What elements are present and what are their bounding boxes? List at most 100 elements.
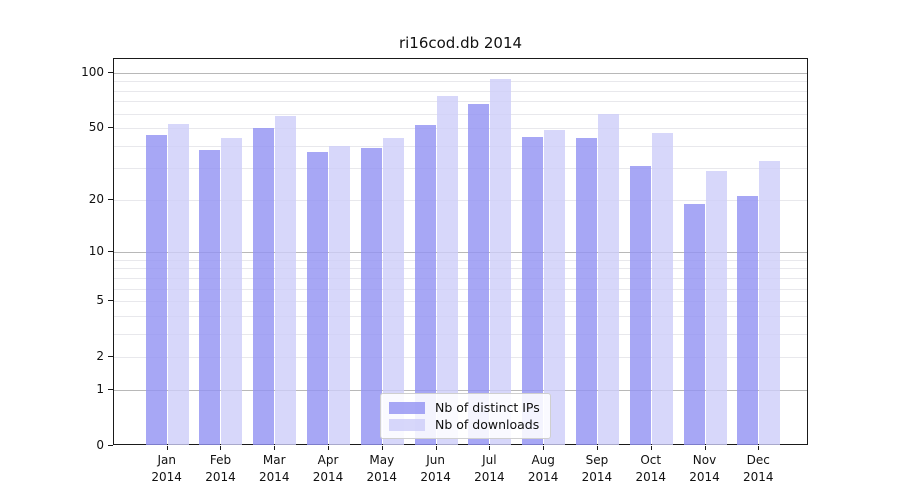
month-label: Jan bbox=[157, 453, 176, 467]
minor-gridline bbox=[114, 268, 807, 270]
month-label: Dec bbox=[746, 453, 770, 467]
bar-distinct-ips bbox=[575, 138, 597, 445]
bar-distinct-ips bbox=[253, 128, 275, 445]
month-label: May bbox=[369, 453, 395, 467]
minor-gridline bbox=[114, 333, 807, 335]
month-label: Aug bbox=[531, 453, 555, 467]
plot-area bbox=[113, 58, 808, 445]
y-tick-mark bbox=[108, 251, 113, 253]
year-label: 2014 bbox=[258, 470, 290, 484]
bar-downloads bbox=[221, 138, 243, 445]
month-label: Apr bbox=[317, 453, 339, 467]
year-label: 2014 bbox=[581, 470, 613, 484]
year-label: 2014 bbox=[689, 470, 720, 484]
bar-downloads bbox=[275, 116, 297, 445]
x-tick-mark bbox=[274, 446, 276, 450]
bar-distinct-ips bbox=[145, 134, 167, 445]
y-tick-label: 1 bbox=[96, 381, 104, 396]
chart-title: ri16cod.db 2014 bbox=[398, 34, 523, 52]
legend-entry: Nb of downloads bbox=[389, 416, 540, 433]
bar-downloads bbox=[436, 95, 458, 445]
bar-downloads bbox=[544, 129, 566, 445]
bar-downloads bbox=[597, 113, 619, 445]
x-tick-label: Apr 2014 bbox=[298, 452, 358, 486]
y-tick-label: 2 bbox=[96, 349, 104, 364]
minor-gridline bbox=[114, 301, 807, 303]
month-label: Jun bbox=[426, 453, 445, 467]
x-tick-label: Mar 2014 bbox=[244, 452, 304, 486]
legend-swatch bbox=[389, 418, 425, 431]
bar-distinct-ips bbox=[683, 203, 705, 445]
year-label: 2014 bbox=[312, 470, 344, 484]
x-tick-label: Aug 2014 bbox=[513, 452, 573, 486]
x-tick-mark bbox=[596, 446, 598, 450]
bar-distinct-ips bbox=[360, 147, 382, 445]
minor-gridline bbox=[114, 128, 807, 130]
x-tick-mark bbox=[381, 446, 383, 450]
y-tick-mark bbox=[108, 71, 113, 73]
major-gridline bbox=[114, 389, 807, 391]
bar-downloads bbox=[759, 160, 781, 445]
bar-distinct-ips bbox=[414, 125, 436, 445]
legend: Nb of distinct IPs Nb of downloads bbox=[380, 393, 551, 439]
bar-distinct-ips bbox=[199, 149, 221, 445]
minor-gridline bbox=[114, 113, 807, 115]
x-tick-mark bbox=[328, 446, 330, 450]
y-tick-label: 50 bbox=[88, 120, 104, 135]
x-tick-mark bbox=[489, 446, 491, 450]
month-label: Nov bbox=[692, 453, 717, 467]
x-tick-label: Feb 2014 bbox=[190, 452, 250, 486]
legend-entry: Nb of distinct IPs bbox=[389, 399, 540, 416]
bar-downloads bbox=[490, 78, 512, 445]
bar-distinct-ips bbox=[468, 103, 490, 445]
x-tick-mark bbox=[166, 446, 168, 450]
minor-gridline bbox=[114, 199, 807, 201]
minor-gridline bbox=[114, 81, 807, 83]
y-tick-mark bbox=[108, 300, 113, 302]
y-tick-mark bbox=[108, 356, 113, 358]
x-tick-label: Jul 2014 bbox=[459, 452, 519, 486]
month-label: Oct bbox=[640, 453, 662, 467]
bar-downloads bbox=[167, 123, 189, 445]
bar-distinct-ips bbox=[522, 136, 544, 445]
minor-gridline bbox=[114, 168, 807, 170]
y-tick-mark bbox=[108, 198, 113, 200]
minor-gridline bbox=[114, 288, 807, 290]
year-label: 2014 bbox=[420, 470, 451, 484]
y-tick-label: 100 bbox=[81, 64, 104, 79]
y-tick-label: 5 bbox=[96, 293, 104, 308]
x-tick-mark bbox=[435, 446, 437, 450]
year-label: 2014 bbox=[151, 470, 182, 484]
minor-gridline bbox=[114, 277, 807, 279]
x-tick-mark bbox=[650, 446, 652, 450]
x-tick-label: May 2014 bbox=[352, 452, 412, 486]
x-tick-label: Jun 2014 bbox=[406, 452, 466, 486]
legend-swatch bbox=[389, 401, 425, 414]
bar-downloads bbox=[329, 145, 351, 445]
x-tick-label: Sep 2014 bbox=[567, 452, 627, 486]
x-tick-label: Dec 2014 bbox=[728, 452, 788, 486]
minor-gridline bbox=[114, 315, 807, 317]
minor-gridline bbox=[114, 101, 807, 103]
x-tick-mark bbox=[704, 446, 706, 450]
major-gridline bbox=[114, 72, 807, 74]
x-tick-label: Jan 2014 bbox=[137, 452, 197, 486]
legend-label: Nb of downloads bbox=[435, 417, 540, 432]
year-label: 2014 bbox=[474, 470, 505, 484]
month-label: Feb bbox=[209, 453, 232, 467]
bar-downloads bbox=[705, 171, 727, 445]
bar-distinct-ips bbox=[737, 196, 759, 445]
x-tick-mark bbox=[758, 446, 760, 450]
minor-gridline bbox=[114, 259, 807, 261]
month-label: Mar bbox=[262, 453, 286, 467]
year-label: 2014 bbox=[742, 470, 774, 484]
month-label: Jul bbox=[482, 453, 497, 467]
minor-gridline bbox=[114, 90, 807, 92]
y-tick-mark bbox=[108, 127, 113, 129]
y-tick-label: 20 bbox=[88, 191, 104, 206]
bar-distinct-ips bbox=[307, 152, 329, 445]
bar-downloads bbox=[651, 133, 673, 445]
x-tick-mark bbox=[543, 446, 545, 450]
legend-label: Nb of distinct IPs bbox=[435, 400, 540, 415]
